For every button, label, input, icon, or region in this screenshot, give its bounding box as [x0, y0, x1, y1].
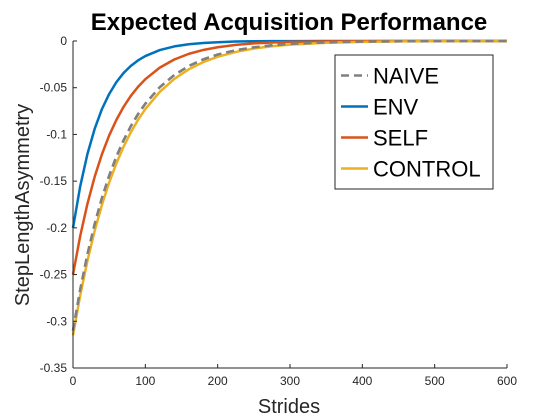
y-tick-label: -0.25 [40, 268, 68, 282]
y-tick-label: -0.2 [46, 221, 67, 235]
x-tick-label: 500 [425, 374, 445, 388]
legend-label-naive: NAIVE [373, 64, 439, 89]
y-tick-label: -0.05 [40, 81, 68, 95]
x-tick-label: 100 [135, 374, 155, 388]
y-tick-label: -0.3 [46, 314, 67, 328]
x-tick-label: 300 [280, 374, 300, 388]
x-axis-label: Strides [258, 396, 320, 418]
legend: NAIVE ENV SELF CONTROL [334, 54, 494, 190]
series-line-naive-overlay [71, 39, 508, 331]
series-layer [71, 39, 508, 336]
chart-title: Expected Acquisition Performance [91, 9, 488, 36]
y-axis-label: StepLengthAsymmetry [12, 104, 34, 306]
y-tick-label: -0.1 [46, 127, 67, 141]
legend-label-env: ENV [373, 95, 419, 120]
legend-label-self: SELF [373, 126, 428, 151]
axes-layer: 0 100 200 300 400 500 600 0 -0.05 -0.1 -0.15 -0.2 -0… [40, 34, 518, 388]
y-tick-label: -0.15 [40, 174, 68, 188]
legend-box [334, 54, 494, 190]
y-tick-label: 0 [60, 34, 67, 48]
legend-label-control: CONTROL [373, 157, 481, 182]
x-tick-label: 0 [70, 374, 77, 388]
x-tick-label: 200 [208, 374, 228, 388]
y-tick-label: -0.35 [40, 361, 68, 375]
x-tick-label: 600 [497, 374, 517, 388]
x-tick-label: 400 [352, 374, 372, 388]
